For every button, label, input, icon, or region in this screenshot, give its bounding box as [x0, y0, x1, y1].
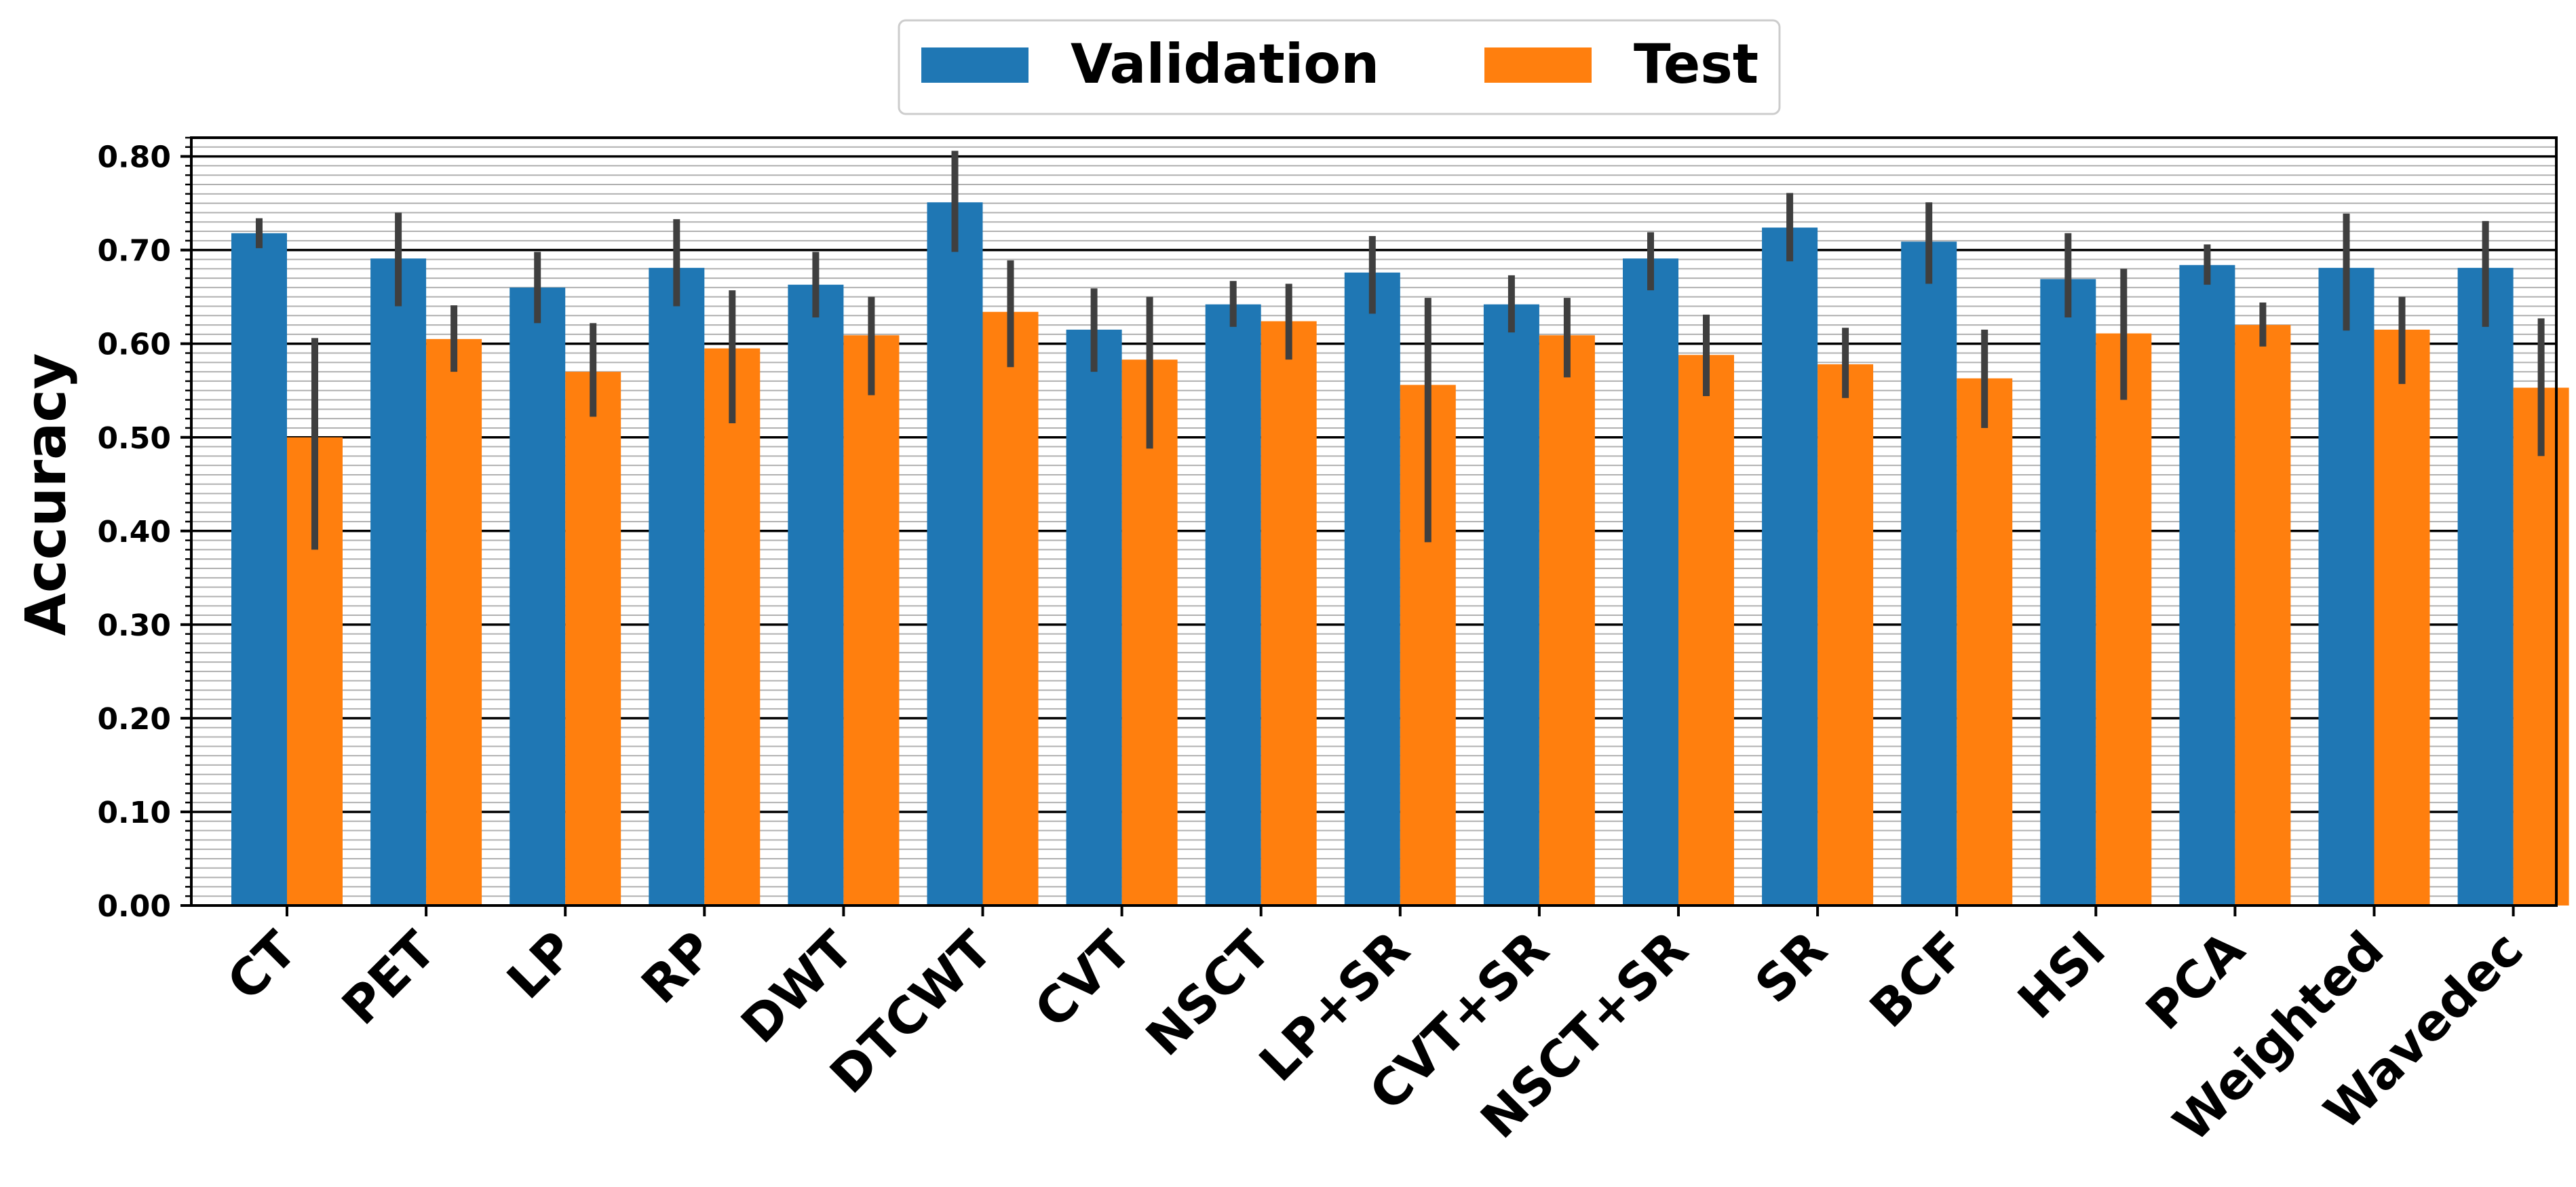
bar-test [1957, 378, 2013, 906]
legend-swatch-validation [921, 47, 1029, 83]
bar-validation [2040, 279, 2096, 906]
y-tick-label: 0.80 [97, 140, 171, 175]
bar-validation [1901, 241, 1957, 906]
bar-test [843, 335, 900, 906]
x-tick-label: SR [1744, 920, 1839, 1015]
bar-validation [2457, 267, 2514, 906]
y-tick-label: 0.50 [97, 421, 171, 456]
legend: Validation Test [898, 19, 1781, 115]
x-tick-label: HSI [2007, 920, 2117, 1030]
legend-label-test: Test [1634, 33, 1758, 96]
x-tick-label: PET [331, 920, 447, 1036]
bar-test [2513, 387, 2569, 906]
bar-validation [788, 284, 844, 906]
y-tick-label: 0.70 [97, 234, 171, 269]
bar-validation [2179, 265, 2235, 906]
x-tick-label: BCF [1859, 920, 1978, 1039]
x-tick-label: CVT [1024, 920, 1143, 1040]
bar-test [2096, 333, 2152, 906]
bar-validation [1483, 304, 1539, 906]
x-tick-label: CT [216, 920, 308, 1012]
bar-test [565, 372, 621, 906]
x-tick-label: LP [496, 920, 586, 1011]
errorbars-layer [256, 151, 2545, 550]
bar-test [2235, 325, 2291, 906]
y-tick-label: 0.00 [97, 889, 171, 924]
bar-validation [370, 258, 427, 906]
bar-test [982, 311, 1039, 906]
y-tick-label: 0.10 [97, 796, 171, 830]
bar-validation [649, 267, 705, 906]
bar-test [2374, 330, 2430, 906]
bar-test [1818, 364, 1874, 906]
bar-validation [1344, 272, 1400, 906]
bar-validation [1066, 330, 1122, 906]
y-tick-label: 0.30 [97, 608, 171, 643]
y-tick-label: 0.40 [97, 515, 171, 549]
bar-test [426, 338, 482, 906]
bar-validation [231, 233, 287, 906]
y-axis: 0.00 0.10 0.20 0.30 0.40 0.50 0.60 0.70 0.80 [97, 136, 191, 924]
legend-box [898, 19, 1781, 115]
legend-label-validation: Validation [1071, 33, 1379, 96]
bar-validation [1762, 227, 1818, 906]
bar-validation [1205, 304, 1261, 906]
bar-validation [2318, 267, 2375, 906]
bar-test [1121, 359, 1178, 906]
bar-test [704, 348, 761, 906]
x-tick-label: RP [631, 920, 725, 1015]
bar-test [1261, 321, 1317, 906]
x-tick-label: PCA [2135, 920, 2256, 1041]
y-tick-label: 0.20 [97, 702, 171, 737]
bar-test [1678, 355, 1734, 906]
legend-swatch-test [1484, 47, 1592, 83]
y-tick-label: 0.60 [97, 328, 171, 362]
bar-validation [510, 287, 566, 906]
bar-validation [927, 202, 983, 906]
bars-layer [231, 202, 2569, 906]
x-tick-label: DWT [730, 920, 864, 1055]
bar-validation [1623, 258, 1678, 906]
bar-test [1539, 335, 1595, 906]
y-axis-label: Accuracy [14, 353, 79, 636]
